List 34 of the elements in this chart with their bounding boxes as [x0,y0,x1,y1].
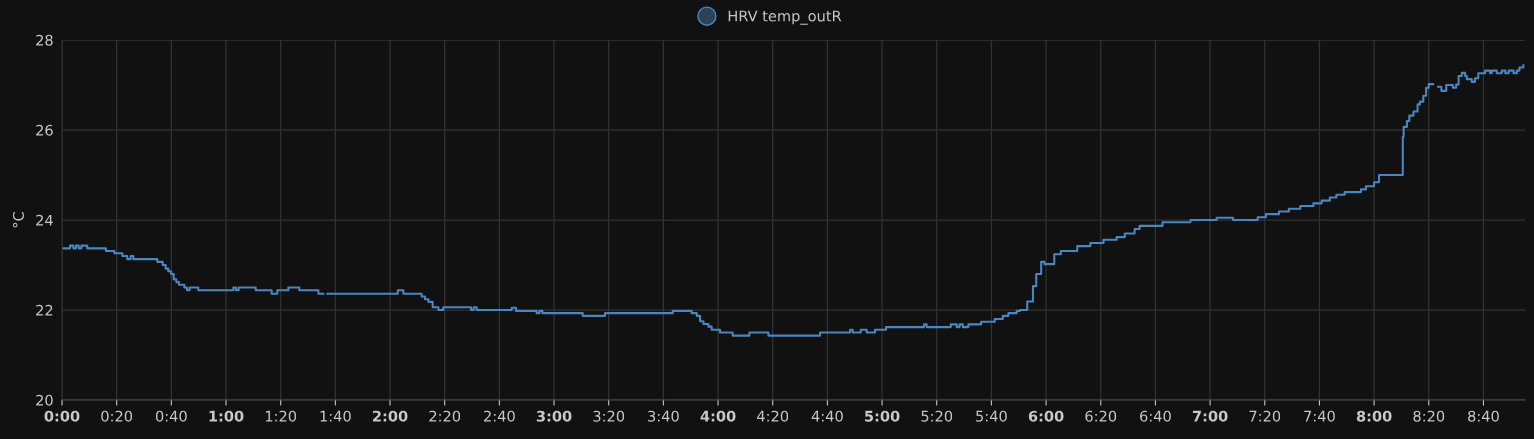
x-tick-label: 1:00 [209,410,244,422]
x-tick-label: 7:40 [1304,410,1335,422]
x-tick-label: 8:20 [1413,410,1445,422]
x-tick-label: 7:20 [1249,410,1281,422]
x-tick-label: 0:20 [101,410,133,422]
y-axis-title: °C [12,212,24,228]
x-tick-label: 3:00 [536,410,572,422]
x-tick-label: 4:20 [757,410,789,422]
x-tick-label: 1:20 [265,410,297,422]
y-tick-label: 26 [36,124,53,136]
x-tick-label: 6:40 [1140,410,1171,422]
x-tick-label: 3:20 [593,410,625,422]
x-tick-label: 2:20 [429,410,461,422]
x-tick-label: 8:40 [1468,410,1499,422]
x-tick-label: 3:40 [648,410,679,422]
x-tick-label: 2:00 [373,410,408,422]
y-tick-label: 20 [36,394,53,406]
x-tick-label: 6:00 [1028,410,1064,422]
x-tick-label: 5:00 [865,410,900,422]
y-tick-label: 22 [36,304,53,316]
x-tick-label: 6:20 [1085,410,1117,422]
x-tick-label: 8:00 [1356,410,1392,422]
x-tick-label: 4:40 [811,410,843,422]
y-tick-label: 24 [36,214,53,226]
x-tick-label: 7:00 [1192,410,1228,422]
x-tick-label: 1:40 [320,410,351,422]
legend-label: HRV temp_outR [728,10,842,25]
x-tick-label: 0:40 [155,410,187,422]
x-tick-label: 2:40 [484,410,515,422]
x-tick-label: 4:00 [700,410,736,422]
x-tick-label: 5:40 [976,410,1007,422]
y-tick-label: 28 [36,34,53,46]
x-tick-label: 5:20 [921,410,953,422]
x-tick-label: 0:00 [44,410,80,422]
